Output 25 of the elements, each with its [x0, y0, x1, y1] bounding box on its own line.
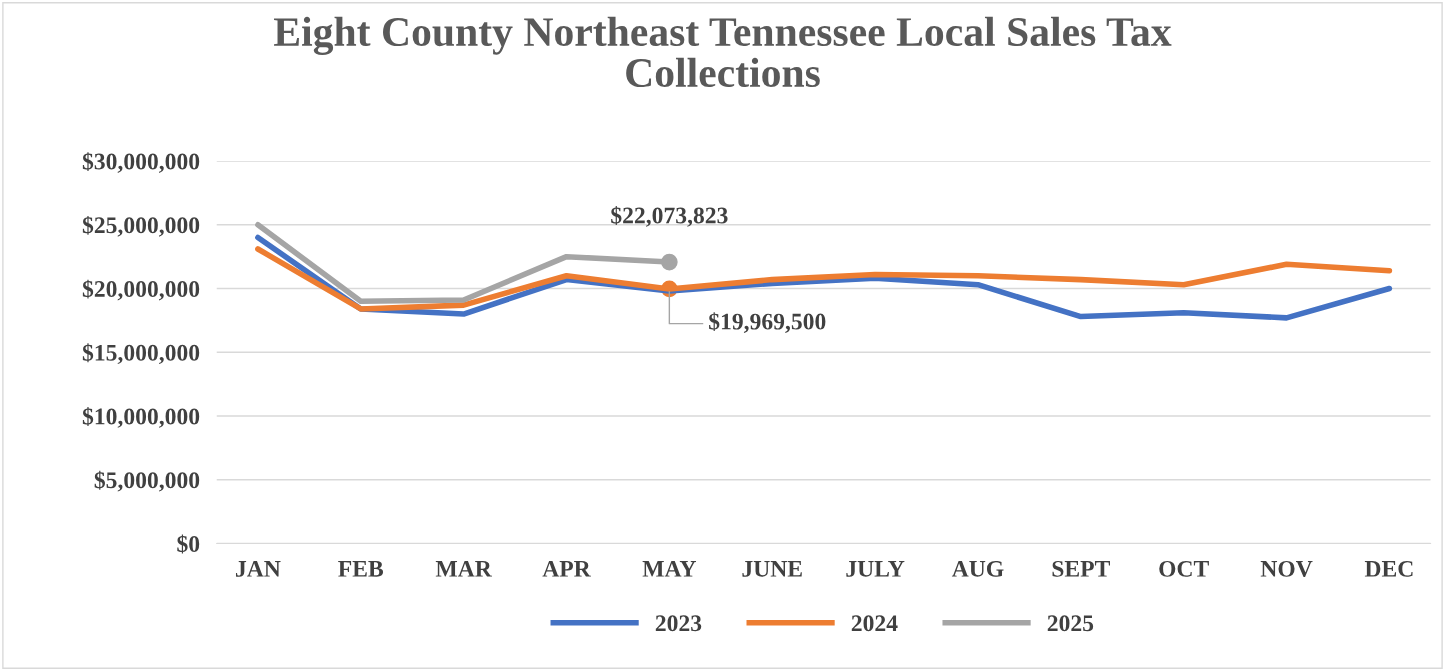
chart-title: Eight County Northeast Tennessee Local Sales Tax Collections — [274, 16, 1172, 88]
x-tick-label: MAR — [435, 560, 493, 577]
x-tick-label: JUNE — [742, 561, 802, 577]
y-tick-label: $20,000,000 — [82, 279, 200, 301]
legend-label: 2023 — [655, 615, 702, 632]
x-tick-label: SEPT — [1052, 560, 1110, 577]
x-tick-label: APR — [542, 560, 591, 577]
x-tick-label: AUG — [951, 560, 1004, 577]
x-tick-label: FEB — [338, 561, 384, 577]
legend-label: 2024 — [851, 615, 898, 632]
y-tick-label: $25,000,000 — [82, 215, 200, 237]
y-tick-label: $15,000,000 — [82, 343, 200, 365]
x-tick-label: OCT — [1159, 560, 1209, 577]
y-tick-label: $10,000,000 — [82, 407, 200, 428]
y-tick-label: $30,000,000 — [82, 152, 200, 173]
y-tick-label: $5,000,000 — [94, 470, 200, 492]
x-tick-label: JAN — [235, 560, 281, 577]
y-tick-label: $0 — [177, 534, 200, 554]
x-tick-label: DEC — [1364, 560, 1413, 577]
legend-label: 2025 — [1047, 615, 1094, 632]
x-tick-label: JULY — [846, 561, 905, 577]
x-tick-label: MAY — [642, 560, 697, 577]
annotation: $22,073,823 — [611, 206, 728, 227]
x-tick-label: NOV — [1260, 560, 1313, 577]
annotation: $19,969,500 — [709, 312, 826, 333]
